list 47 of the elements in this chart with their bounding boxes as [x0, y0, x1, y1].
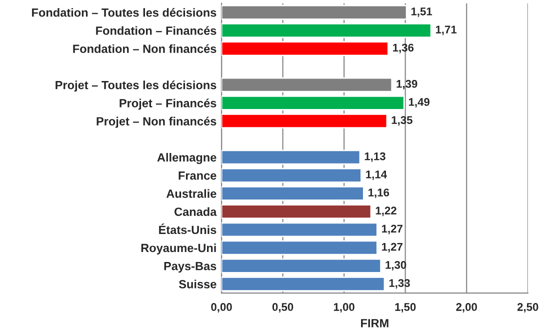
data-label: 1,13: [364, 152, 386, 162]
y-tick-label: États-Unis: [159, 223, 216, 234]
bar: [222, 276, 386, 292]
bar: [222, 168, 362, 183]
data-label: 1,27: [382, 224, 402, 234]
x-tick-label: 1,00: [334, 303, 354, 313]
bar: [222, 95, 405, 110]
x-tick-label: 0,50: [272, 303, 294, 313]
y-tick-label: Pays-Bas: [164, 262, 216, 273]
data-label: 1,39: [396, 80, 418, 90]
y-tick-label: Fondation – Financés: [96, 26, 216, 35]
x-tick-label: 0,00: [211, 303, 232, 313]
y-tick-label: Royaume-Uni: [141, 243, 216, 254]
y-tick-label: Allemagne: [157, 152, 216, 164]
data-label: 1,14: [366, 170, 387, 180]
bar: [222, 204, 372, 220]
y-tick-label: Suisse: [178, 280, 216, 288]
bar: [222, 186, 364, 201]
bar: [222, 240, 378, 256]
bar: [222, 222, 378, 238]
data-label: 1,35: [392, 116, 412, 126]
y-tick-label: Projet – Non financés: [96, 116, 216, 128]
x-tick-label: 2,50: [517, 303, 538, 313]
x-tick-label: 2,00: [456, 303, 477, 313]
y-tick-label: Fondation – Non financés: [73, 44, 216, 53]
data-label: 1,16: [368, 188, 390, 198]
data-label: 1,30: [386, 260, 406, 270]
x-axis-title: FIRM: [361, 319, 388, 328]
y-tick-label: Projet – Financés: [120, 98, 216, 110]
bar: [222, 150, 361, 165]
data-label: 1,71: [436, 26, 457, 36]
bar: [222, 23, 432, 38]
data-label: 1,22: [376, 206, 396, 216]
y-tick-label: France: [178, 172, 216, 180]
data-label: 1,27: [382, 242, 402, 252]
y-tick-label: Fondation – Toutes les décisions: [32, 8, 216, 17]
bar: [222, 41, 389, 56]
data-label: 1,33: [389, 279, 410, 289]
y-tick-label: Canada: [174, 207, 217, 216]
x-tick-label: 1,50: [395, 303, 416, 313]
data-label: 1,49: [408, 98, 430, 108]
y-tick-label: Projet – Toutes les décisions: [56, 80, 216, 92]
data-label: 1,36: [393, 44, 414, 54]
bar: [222, 258, 382, 274]
bar: [222, 114, 388, 129]
y-tick-label: Australie: [166, 189, 216, 198]
data-label: 1,51: [411, 8, 432, 17]
